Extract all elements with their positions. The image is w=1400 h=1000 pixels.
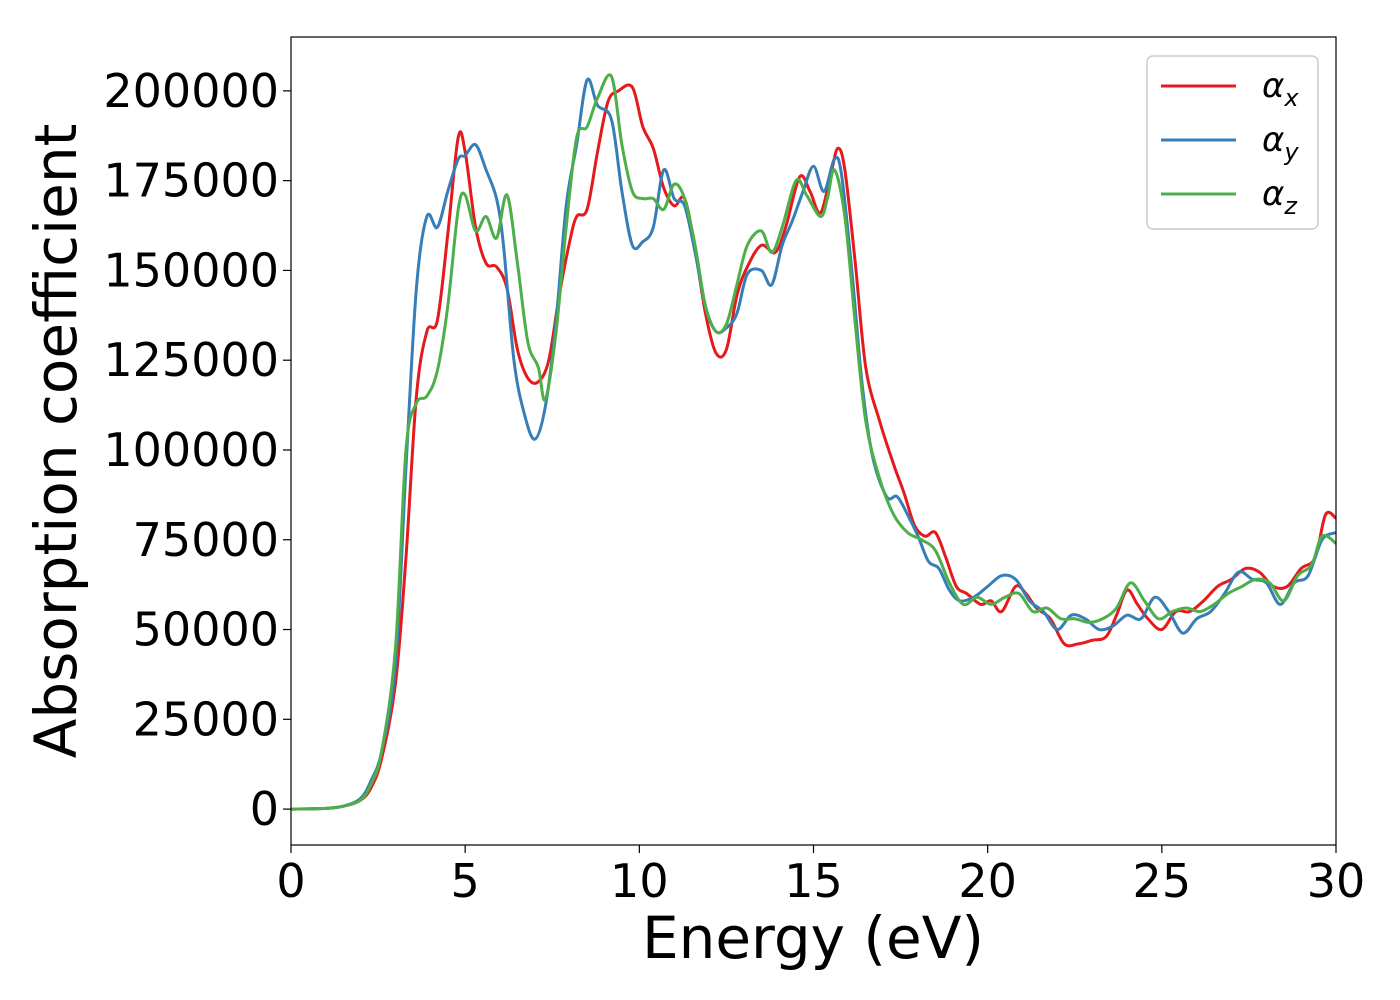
- legend-label-base: α: [1262, 120, 1284, 160]
- x-tick-label: 0: [276, 854, 305, 908]
- legend-label-base: α: [1262, 174, 1284, 214]
- y-axis-title: Absorption coefficient: [22, 124, 90, 759]
- x-tick-label: 25: [1133, 854, 1192, 908]
- legend-box: [1146, 55, 1319, 230]
- y-tick-label: 200000: [103, 64, 279, 118]
- x-axis-title: Energy (eV): [642, 904, 984, 972]
- y-tick-label: 125000: [103, 333, 279, 387]
- y-axis: 0 25000 50000 75000 100000 125000 150000 175000…: [103, 64, 291, 836]
- legend-label-y: αy: [1262, 120, 1299, 166]
- x-axis: 0 5 10 15 20 25 30: [276, 845, 1365, 908]
- legend-label-x: αx: [1262, 66, 1299, 112]
- x-tick-label: 15: [784, 854, 843, 908]
- x-tick-label: 10: [610, 854, 669, 908]
- y-tick-label: 50000: [133, 603, 279, 657]
- legend-label-subscript: x: [1283, 84, 1299, 112]
- legend-label-z: αz: [1262, 174, 1298, 220]
- series-layer: [291, 73, 1336, 811]
- x-tick-label: 5: [451, 854, 480, 908]
- legend-label-base: α: [1262, 66, 1284, 106]
- y-tick-label: 150000: [103, 243, 279, 297]
- legend-label-subscript: z: [1283, 192, 1298, 220]
- series-line-y: [291, 77, 1336, 811]
- y-tick-label: 100000: [103, 423, 279, 477]
- x-tick-label: 20: [958, 854, 1017, 908]
- x-tick-label: 30: [1307, 854, 1366, 908]
- y-tick-label: 75000: [133, 513, 279, 567]
- y-tick-label: 25000: [133, 692, 279, 746]
- y-tick-label: 0: [250, 782, 279, 836]
- series-line-z: [291, 73, 1336, 811]
- y-tick-label: 175000: [103, 154, 279, 208]
- legend-label-subscript: y: [1283, 138, 1299, 166]
